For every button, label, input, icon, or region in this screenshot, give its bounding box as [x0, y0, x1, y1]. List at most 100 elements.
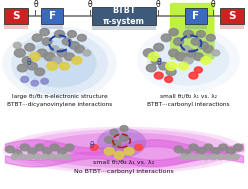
Circle shape: [114, 151, 124, 159]
Circle shape: [27, 62, 37, 70]
Circle shape: [31, 80, 38, 86]
Circle shape: [120, 125, 128, 132]
Circle shape: [193, 53, 203, 60]
Circle shape: [210, 154, 217, 160]
Circle shape: [37, 49, 47, 57]
Ellipse shape: [2, 26, 117, 101]
Circle shape: [26, 154, 33, 160]
Circle shape: [187, 154, 195, 160]
Ellipse shape: [147, 34, 230, 86]
Circle shape: [105, 136, 114, 143]
Circle shape: [174, 38, 184, 45]
Circle shape: [212, 50, 220, 56]
Circle shape: [135, 144, 143, 150]
Text: θ: θ: [210, 0, 215, 9]
Circle shape: [189, 144, 198, 151]
Text: BTBT···dicyanovinylene interactions: BTBT···dicyanovinylene interactions: [7, 102, 112, 107]
Circle shape: [180, 154, 187, 160]
Circle shape: [196, 31, 205, 37]
Text: θ: θ: [33, 0, 38, 9]
Circle shape: [189, 72, 198, 79]
Circle shape: [182, 46, 190, 53]
Text: θ: θ: [88, 0, 92, 9]
Ellipse shape: [22, 39, 97, 88]
Ellipse shape: [15, 129, 233, 171]
Circle shape: [201, 57, 211, 64]
Circle shape: [5, 146, 14, 153]
FancyBboxPatch shape: [41, 25, 63, 29]
Circle shape: [204, 144, 213, 151]
Text: θ: θ: [90, 141, 94, 150]
Circle shape: [40, 29, 49, 36]
Circle shape: [25, 43, 35, 51]
Circle shape: [33, 154, 41, 160]
Ellipse shape: [137, 27, 240, 92]
Circle shape: [60, 62, 69, 70]
Circle shape: [13, 42, 21, 48]
Circle shape: [58, 148, 66, 155]
FancyBboxPatch shape: [41, 8, 63, 24]
Circle shape: [47, 62, 58, 70]
Text: F: F: [49, 11, 56, 21]
Circle shape: [226, 148, 235, 155]
Circle shape: [13, 150, 22, 156]
Text: No BTBT···carbonyl interactions: No BTBT···carbonyl interactions: [74, 169, 174, 174]
Ellipse shape: [97, 128, 146, 158]
Circle shape: [55, 30, 64, 38]
Circle shape: [186, 49, 196, 57]
Circle shape: [202, 154, 210, 160]
FancyBboxPatch shape: [92, 7, 156, 25]
Circle shape: [176, 53, 186, 61]
Circle shape: [110, 129, 118, 135]
Circle shape: [62, 38, 72, 45]
Circle shape: [50, 46, 59, 53]
Text: F: F: [192, 11, 199, 21]
Circle shape: [184, 30, 193, 38]
Circle shape: [14, 49, 25, 57]
Circle shape: [165, 76, 173, 82]
Text: large θ₁/θ₂ π-electronic structure: large θ₁/θ₂ π-electronic structure: [12, 94, 107, 99]
Ellipse shape: [11, 32, 108, 95]
Circle shape: [154, 43, 164, 51]
Circle shape: [67, 31, 76, 37]
Circle shape: [182, 150, 190, 156]
Circle shape: [72, 57, 82, 64]
Circle shape: [169, 29, 178, 36]
Circle shape: [166, 62, 177, 70]
FancyBboxPatch shape: [4, 25, 28, 29]
Circle shape: [50, 144, 59, 151]
FancyBboxPatch shape: [92, 26, 156, 30]
Circle shape: [65, 144, 74, 151]
Circle shape: [90, 144, 98, 150]
Ellipse shape: [2, 127, 246, 174]
Circle shape: [11, 154, 19, 160]
Circle shape: [206, 34, 215, 41]
Text: θ: θ: [156, 0, 160, 9]
Circle shape: [104, 147, 114, 155]
Circle shape: [211, 148, 220, 155]
Circle shape: [29, 53, 40, 61]
FancyBboxPatch shape: [185, 25, 207, 29]
Circle shape: [74, 45, 84, 53]
Circle shape: [19, 154, 26, 160]
Circle shape: [35, 68, 45, 76]
FancyBboxPatch shape: [185, 8, 207, 24]
Circle shape: [191, 38, 201, 45]
Text: BTBT
π-system: BTBT π-system: [103, 6, 145, 26]
FancyBboxPatch shape: [4, 8, 28, 24]
Circle shape: [28, 148, 37, 155]
Text: small θ₁/θ₂ λ₁ vs. λ₂: small θ₁/θ₂ λ₁ vs. λ₂: [93, 160, 155, 165]
Circle shape: [146, 64, 156, 72]
Text: small θ₁/θ₂ λ₁ vs. λ₂: small θ₁/θ₂ λ₁ vs. λ₂: [160, 94, 217, 99]
Circle shape: [196, 148, 205, 155]
Circle shape: [219, 144, 228, 151]
Circle shape: [203, 45, 213, 53]
Circle shape: [48, 154, 56, 160]
Circle shape: [77, 34, 86, 41]
Circle shape: [166, 68, 176, 76]
Circle shape: [159, 62, 169, 70]
Circle shape: [195, 154, 202, 160]
Circle shape: [52, 57, 62, 64]
Circle shape: [234, 144, 243, 151]
Circle shape: [143, 49, 154, 57]
